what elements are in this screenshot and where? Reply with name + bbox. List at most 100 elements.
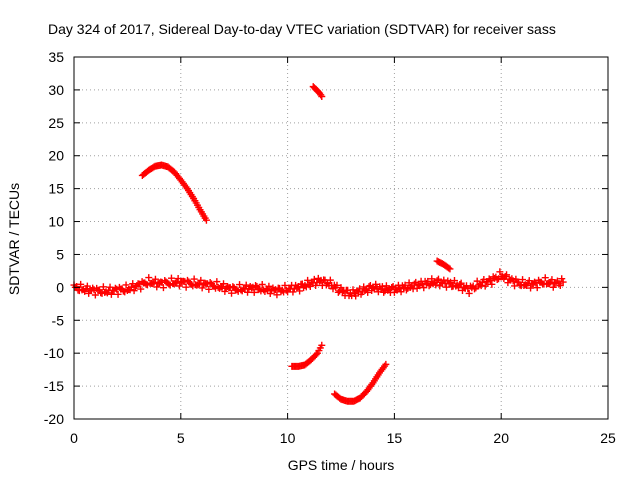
data-point: [433, 277, 441, 285]
data-point: [446, 265, 454, 273]
data-point: [252, 282, 260, 290]
data-point: [205, 285, 213, 293]
data-point: [312, 350, 320, 358]
data-point: [153, 283, 161, 291]
data-point: [338, 288, 346, 296]
data-point: [559, 278, 567, 286]
data-point: [397, 288, 405, 296]
data-point: [364, 288, 372, 296]
x-tick-label: 25: [600, 430, 616, 446]
data-point: [174, 275, 182, 283]
data-point: [258, 280, 266, 288]
y-tick-label: 10: [48, 214, 64, 230]
chart-title: Day 324 of 2017, Sidereal Day-to-day VTE…: [48, 21, 556, 37]
data-point: [349, 286, 357, 294]
data-point: [202, 216, 210, 224]
y-tick-label: 5: [56, 246, 64, 262]
series-baseline: [70, 268, 567, 300]
data-point: [167, 274, 175, 282]
data-point: [481, 282, 489, 290]
y-tick-label: 25: [48, 115, 64, 131]
data-point: [264, 285, 272, 293]
series-arc-peak: [138, 161, 210, 224]
data-point: [244, 288, 252, 296]
data-point: [122, 281, 130, 289]
data-point: [519, 276, 527, 284]
data-point: [432, 281, 440, 289]
y-tick-label: 15: [48, 181, 64, 197]
y-tick-labels: -20 -15 -10 -5 0 5 10 15 20 25 30 35: [44, 49, 64, 427]
series-arc-neg-b: [331, 360, 390, 405]
x-tick-label: 10: [280, 430, 296, 446]
data-point: [151, 275, 159, 283]
plot-frame: [73, 56, 609, 420]
y-axis-label: SDTVAR / TECUs: [6, 183, 22, 295]
grid: [74, 57, 608, 419]
data-point: [306, 282, 314, 290]
data-point: [273, 291, 281, 299]
data-point: [182, 283, 190, 291]
series-arc-small: [433, 257, 454, 273]
data-point: [265, 282, 273, 290]
data-point: [471, 285, 478, 293]
data-point: [198, 284, 206, 292]
data-point: [372, 280, 380, 288]
y-tick-label: 30: [48, 82, 64, 98]
data-point: [213, 278, 221, 286]
data-point: [465, 289, 473, 297]
data-point: [304, 276, 312, 284]
y-tick-label: 0: [56, 279, 64, 295]
data-point: [99, 283, 107, 291]
data-point: [111, 284, 119, 292]
data-point: [228, 289, 236, 297]
data-point: [402, 286, 410, 294]
data-point: [250, 288, 258, 296]
y-tick-label: -20: [44, 411, 64, 427]
data-point: [378, 283, 386, 291]
data-point: [107, 290, 115, 298]
y-tick-label: -5: [52, 312, 65, 328]
data-point: [450, 277, 458, 285]
data-point: [445, 264, 453, 272]
data-point: [318, 341, 326, 349]
data-point: [316, 277, 324, 285]
data-point: [548, 276, 556, 284]
data-point: [130, 287, 138, 295]
data-point: [220, 280, 228, 288]
x-axis-label: GPS time / hours: [288, 457, 395, 473]
data-point: [558, 275, 566, 283]
data-point: [145, 274, 153, 282]
data-point: [281, 281, 289, 289]
y-tick-label: -10: [44, 345, 64, 361]
x-tick-label: 0: [70, 430, 78, 446]
series-arc-neg-a: [288, 341, 326, 370]
data-point: [236, 281, 244, 289]
y-tick-label: 35: [48, 49, 64, 65]
data-point: [541, 274, 549, 282]
y-tick-label: -15: [44, 378, 64, 394]
data-point: [487, 277, 495, 285]
data-point: [83, 282, 91, 290]
x-tick-label: 20: [493, 430, 509, 446]
data-point: [318, 92, 326, 100]
data-point: [388, 284, 396, 292]
data-point: [159, 284, 167, 292]
data-points: [70, 83, 567, 405]
data-point: [77, 280, 85, 288]
data-point: [511, 282, 519, 290]
data-point: [171, 279, 179, 287]
data-point: [496, 268, 504, 276]
data-point: [488, 280, 496, 288]
series-arc-high: [309, 83, 326, 100]
x-tick-label: 15: [387, 430, 403, 446]
data-point: [457, 279, 465, 287]
data-point: [333, 281, 341, 289]
data-point: [352, 292, 360, 300]
data-point: [175, 282, 183, 290]
y-tick-label: 20: [48, 148, 64, 164]
data-point: [326, 276, 334, 284]
data-point: [382, 360, 390, 368]
data-point: [296, 287, 304, 295]
data-point: [221, 287, 229, 295]
